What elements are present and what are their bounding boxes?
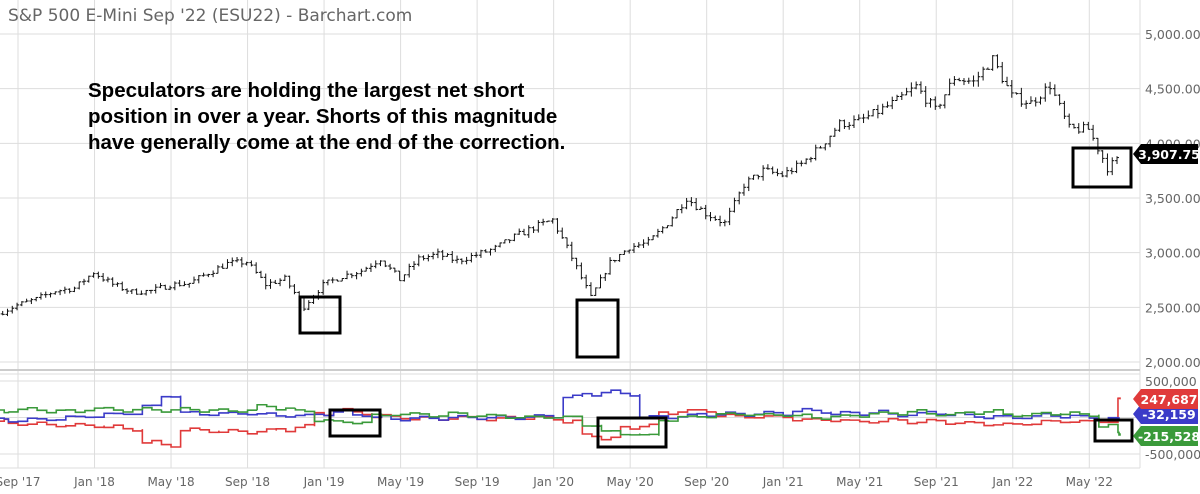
x-tick-label: Sep '20 xyxy=(684,475,729,489)
x-tick-label: Sep '17 xyxy=(0,475,41,489)
y-tick-label: 500,000 xyxy=(1145,374,1197,389)
x-tick-label: Jan '20 xyxy=(532,475,574,489)
y-tick-label: 2,500.00 xyxy=(1145,300,1200,315)
annotation-line: position in over a year. Shorts of this … xyxy=(88,105,558,128)
x-tick-label: Jan '19 xyxy=(303,475,345,489)
cot-green-tag-text: -215,528 xyxy=(1138,429,1200,444)
cot-blue-tag-text: -32,159 xyxy=(1142,407,1195,422)
x-tick-label: May '19 xyxy=(377,475,424,489)
annotation-box xyxy=(1071,146,1133,189)
x-tick-label: Sep '18 xyxy=(225,475,270,489)
y-tick-label: 3,000.00 xyxy=(1145,246,1200,261)
chart-title: S&P 500 E-Mini Sep '22 (ESU22) - Barchar… xyxy=(8,6,413,26)
price-bars xyxy=(0,54,1120,317)
last-price-tag: 3,907.75 xyxy=(1133,144,1200,164)
y-tick-label: 3,500.00 xyxy=(1145,191,1200,206)
cot-red-tag: 247,687 xyxy=(1133,389,1198,409)
cot-red-tag-text: 247,687 xyxy=(1141,392,1198,407)
annotation-line: have generally come at the end of the co… xyxy=(88,131,566,154)
cot-red-tag-bg xyxy=(1133,389,1198,409)
annotation-box xyxy=(1093,418,1134,443)
y-tick-label: 2,000.00 xyxy=(1145,355,1200,370)
x-tick-label: Sep '21 xyxy=(914,475,959,489)
x-tick-label: May '22 xyxy=(1066,475,1113,489)
x-tick-label: Jan '18 xyxy=(73,475,115,489)
x-tick-label: Sep '19 xyxy=(455,475,500,489)
cot-line xyxy=(0,397,1121,448)
x-tick-label: Jan '21 xyxy=(762,475,804,489)
cot-green-tag-bg xyxy=(1133,426,1198,446)
annotation-box xyxy=(575,298,620,359)
x-tick-label: May '20 xyxy=(607,475,654,489)
last-price-tag-text: 3,907.75 xyxy=(1138,147,1200,162)
x-tick-label: Jan '22 xyxy=(991,475,1033,489)
cot-line xyxy=(0,403,1121,436)
y-tick-label: 5,000.00 xyxy=(1145,27,1200,42)
y-tick-label: 4,500.00 xyxy=(1145,82,1200,97)
y-tick-label: -500,000 xyxy=(1145,447,1200,462)
annotation-box xyxy=(596,416,668,449)
x-tick-label: May '18 xyxy=(147,475,194,489)
x-tick-label: May '21 xyxy=(836,475,883,489)
annotation-text: Speculators are holding the largest net … xyxy=(88,78,648,156)
annotation-box xyxy=(298,295,342,335)
last-price-tag-bg xyxy=(1133,144,1198,164)
annotation-box xyxy=(328,408,382,438)
annotation-line: Speculators are holding the largest net … xyxy=(88,79,525,102)
cot-green-tag: -215,528 xyxy=(1133,426,1200,446)
